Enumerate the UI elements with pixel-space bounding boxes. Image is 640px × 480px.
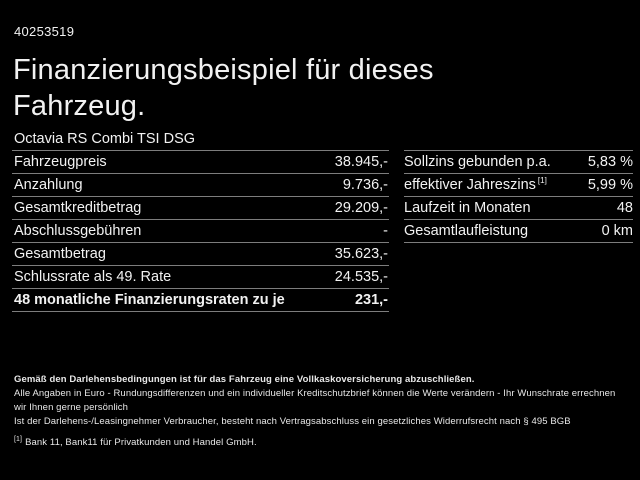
footer-footnote: [1] Bank 11, Bank11 für Privatkunden und … xyxy=(14,433,629,450)
row-label: Sollzins gebunden p.a. xyxy=(404,154,551,170)
row-value: 231,- xyxy=(354,292,388,308)
footnote-text: Bank 11, Bank11 für Privatkunden und Han… xyxy=(25,437,257,449)
row-value: 5,99 % xyxy=(587,177,633,193)
page-title-line2: Fahrzeug. xyxy=(13,90,146,122)
table-row-gesamtlaufleistung: Gesamtlaufleistung 0 km xyxy=(404,220,633,243)
financing-table-right: Sollzins gebunden p.a. 5,83 % effektiver… xyxy=(404,150,633,243)
table-row-laufzeit: Laufzeit in Monaten 48 xyxy=(404,197,633,220)
listing-id: 40253519 xyxy=(14,24,75,39)
page-title: Finanzierungsbeispiel für dieses Fahrzeug… xyxy=(13,52,434,124)
row-value: 0 km xyxy=(601,223,633,239)
table-row-gesamtbetrag: Gesamtbetrag 35.623,- xyxy=(12,243,389,266)
row-value: 29.209,- xyxy=(334,200,388,216)
footer-insurance-note: Gemäß den Darlehensbedingungen ist für d… xyxy=(14,374,475,385)
row-label: Gesamtkreditbetrag xyxy=(14,200,142,216)
row-value: 24.535,- xyxy=(334,269,388,285)
footer-disclaimer-euro: Alle Angaben in Euro - Rundungsdifferenz… xyxy=(14,388,616,413)
row-label: Anzahlung xyxy=(14,177,83,193)
row-label: Fahrzeugpreis xyxy=(14,154,107,170)
row-value: 35.623,- xyxy=(334,246,388,262)
row-value: - xyxy=(383,223,388,239)
row-label-text: effektiver Jahreszins xyxy=(404,177,536,193)
page-title-line1: Finanzierungsbeispiel für dieses xyxy=(13,54,434,86)
footnote-marker: [1] xyxy=(14,436,23,443)
table-row-abschlussgebuehren: Abschlussgebühren - xyxy=(12,220,389,243)
table-row-monatsrate: 48 monatliche Finanzierungsraten zu je 2… xyxy=(12,289,389,312)
row-label: 48 monatliche Finanzierungsraten zu je xyxy=(14,292,285,308)
row-label: Abschlussgebühren xyxy=(14,223,142,239)
table-row-fahrzeugpreis: Fahrzeugpreis 38.945,- xyxy=(12,151,389,174)
footer-disclaimer-widerruf: Ist der Darlehens-/Leasingnehmer Verbrau… xyxy=(14,416,571,427)
row-label: Schlussrate als 49. Rate xyxy=(14,269,172,285)
row-value: 48 xyxy=(616,200,633,216)
table-row-effektiver-jahreszins: effektiver Jahreszins [1] 5,99 % xyxy=(404,174,633,197)
row-label: Gesamtbetrag xyxy=(14,246,106,262)
vehicle-name: Octavia RS Combi TSI DSG xyxy=(14,131,196,147)
table-row-schlussrate: Schlussrate als 49. Rate 24.535,- xyxy=(12,266,389,289)
row-label: Laufzeit in Monaten xyxy=(404,200,531,216)
row-label: Gesamtlaufleistung xyxy=(404,223,529,239)
row-label: effektiver Jahreszins [1] xyxy=(404,177,547,193)
row-value: 9.736,- xyxy=(342,177,388,193)
legal-footer: Gemäß den Darlehensbedingungen ist für d… xyxy=(14,373,629,450)
row-value: 5,83 % xyxy=(587,154,633,170)
table-row-sollzins: Sollzins gebunden p.a. 5,83 % xyxy=(404,151,633,174)
row-value: 38.945,- xyxy=(334,154,388,170)
financing-table-left: Fahrzeugpreis 38.945,- Anzahlung 9.736,-… xyxy=(12,150,389,312)
footnote-ref: [1] xyxy=(537,176,547,186)
table-row-anzahlung: Anzahlung 9.736,- xyxy=(12,174,389,197)
table-row-gesamtkreditbetrag: Gesamtkreditbetrag 29.209,- xyxy=(12,197,389,220)
